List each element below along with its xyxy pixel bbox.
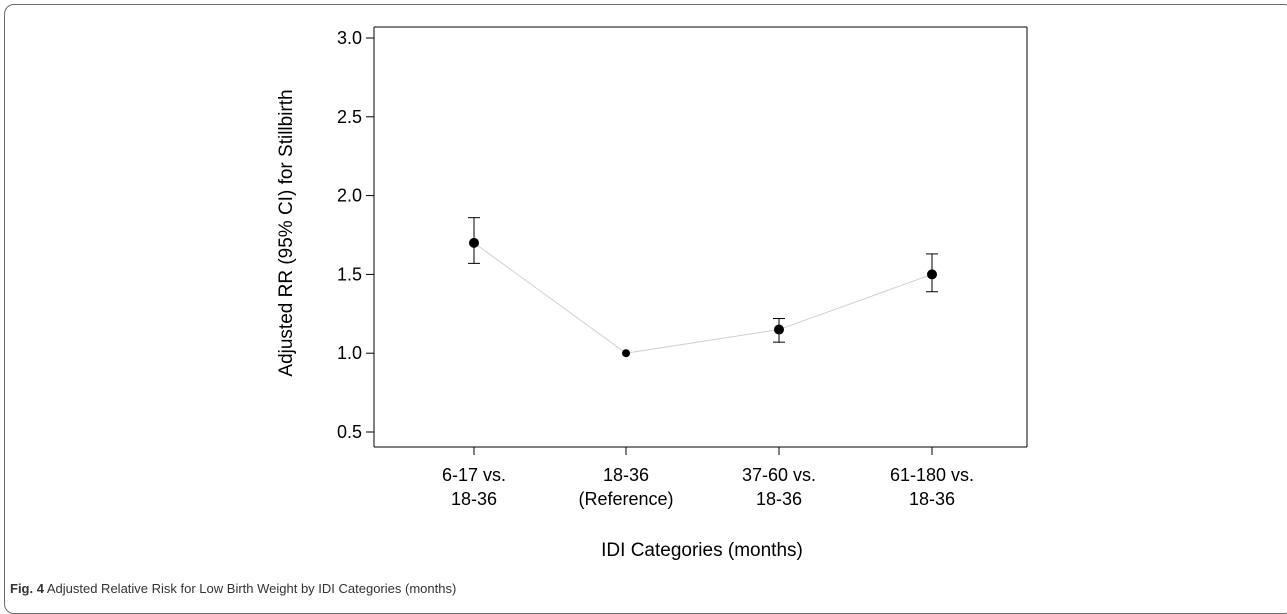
y-ticks: 0.5 1.0 1.5 2.0 2.5 3.0 <box>337 28 374 442</box>
chart-axes <box>373 26 1028 448</box>
x-tick-label: 18-36 (Reference) <box>578 465 673 509</box>
data-point <box>622 349 630 358</box>
y-tick-label: 1.5 <box>337 264 362 284</box>
figure-caption-text: Adjusted Relative Risk for Low Birth Wei… <box>46 581 457 596</box>
x-tick-label: 61-180 vs. 18-36 <box>890 465 974 509</box>
x-axis-label: IDI Categories (months) <box>601 540 803 561</box>
x-tick-label: 37-60 vs. 18-36 <box>742 465 816 509</box>
data-point <box>774 324 784 335</box>
chart-svg: 0.5 1.0 1.5 2.0 2.5 3.0 6-17 vs. 18-36 18-36 (Re… <box>276 26 1028 561</box>
y-tick-label: 0.5 <box>337 422 362 442</box>
x-ticks: 6-17 vs. 18-36 18-36 (Reference) 37-60 vs. 18… <box>442 447 974 509</box>
y-axis-label: Adjusted RR (95% CI) for Stillbirth <box>276 89 297 376</box>
y-tick-label: 2.5 <box>337 107 362 127</box>
figure-caption: Fig. 4 Adjusted Relative Risk for Low Bi… <box>10 581 456 596</box>
y-tick-label: 3.0 <box>337 28 362 48</box>
y-tick-label: 2.0 <box>337 186 362 206</box>
x-tick-label: 6-17 vs. 18-36 <box>442 465 506 509</box>
y-tick-label: 1.0 <box>337 343 362 363</box>
data-point <box>927 269 937 280</box>
data-marks <box>468 217 938 358</box>
figure-label: Fig. 4 <box>10 581 44 596</box>
data-point <box>469 237 479 248</box>
series-line <box>473 242 933 354</box>
